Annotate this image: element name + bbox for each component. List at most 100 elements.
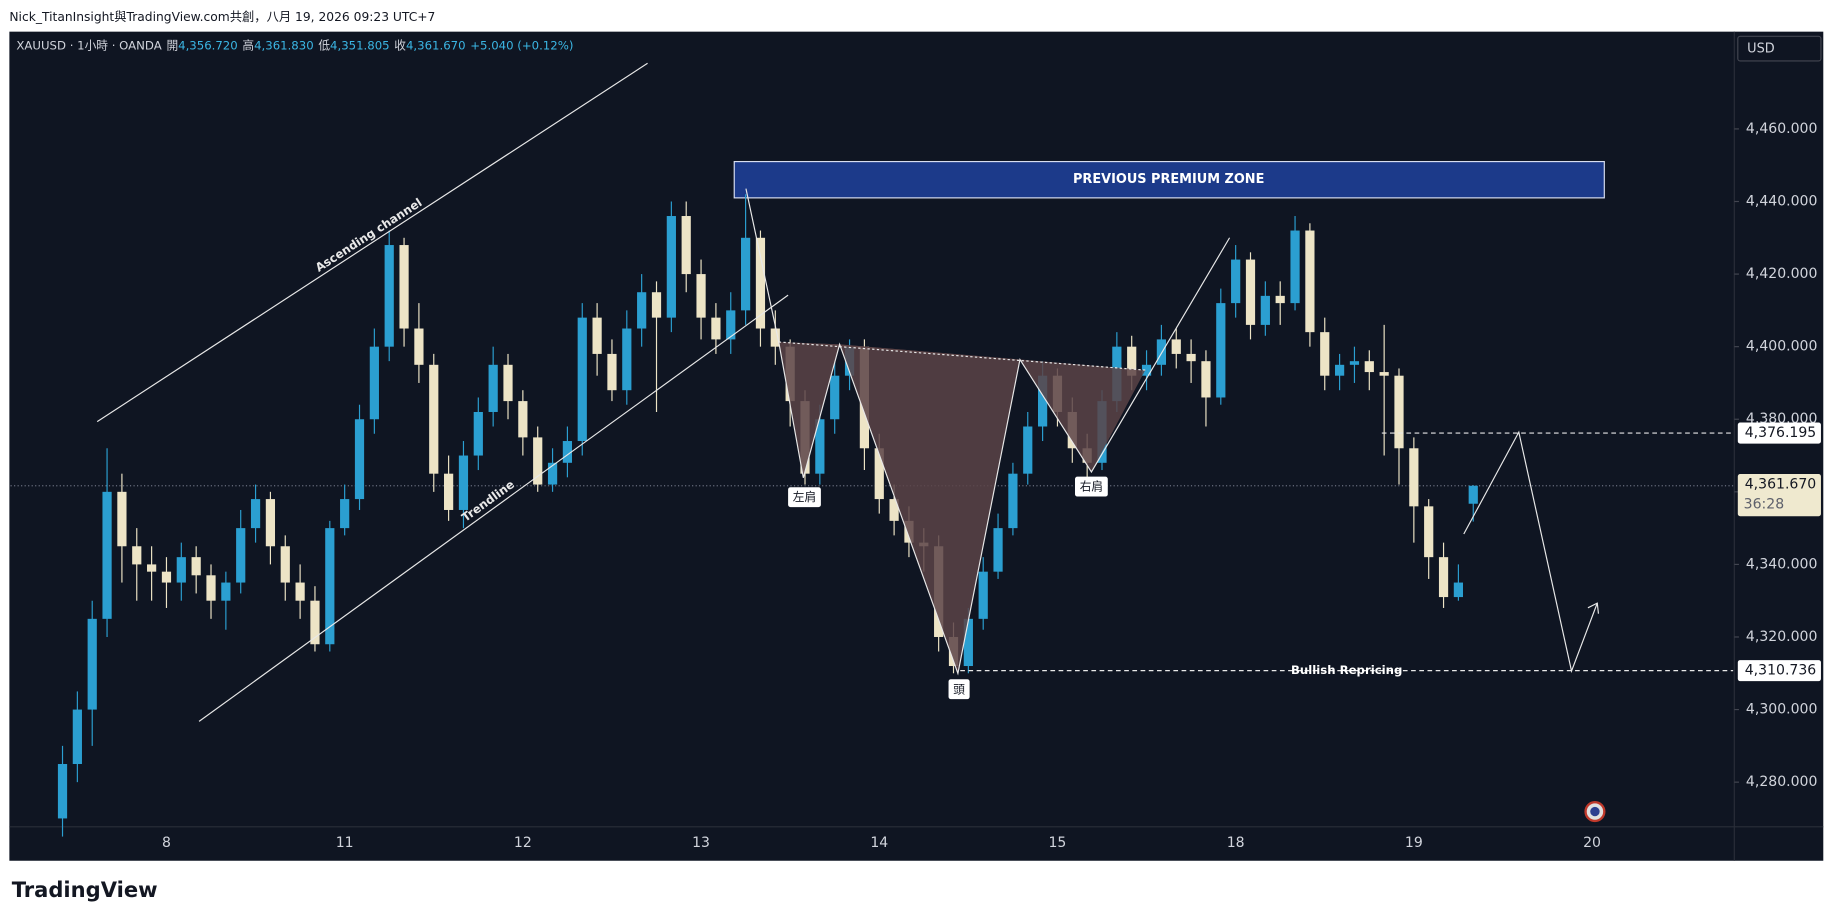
candle-body [889, 499, 899, 521]
projection [1463, 430, 1598, 674]
drawings [96, 62, 1600, 722]
brand-logo[interactable]: TradingView [12, 877, 158, 902]
candle-body [1409, 448, 1419, 507]
neckline [778, 341, 1146, 371]
shoulder-fill [1019, 359, 1146, 472]
channel-line [96, 62, 648, 423]
ohlc-name: 開 [166, 38, 178, 52]
trend-line [198, 294, 789, 722]
candle-body [681, 216, 691, 275]
x-tick-label: 13 [692, 835, 710, 851]
zone-label: PREVIOUS PREMIUM ZONE [1073, 172, 1264, 187]
candle-body [755, 237, 766, 329]
candle-body [1424, 506, 1434, 558]
legend: XAUUSD · 1小時 · OANDA 開4,356.720 高4,361.830… [16, 38, 573, 52]
candle-body [651, 292, 662, 318]
candle-body [1171, 339, 1181, 354]
x-tick-label: 12 [514, 835, 532, 851]
y-tick-label: 4,420.000 [1746, 266, 1818, 282]
currency-box[interactable] [1737, 35, 1822, 62]
candle-body [399, 245, 409, 329]
candle-body [503, 364, 513, 402]
candle-body [57, 764, 68, 819]
label-box [1075, 476, 1108, 497]
candle-body [1023, 426, 1033, 474]
candle-body [354, 419, 365, 500]
candle-body [830, 375, 840, 420]
candle-body [562, 441, 573, 463]
candle-body [533, 437, 543, 485]
candle-body [963, 618, 973, 667]
x-tick-label: 15 [1049, 835, 1067, 851]
candle-body [815, 419, 825, 474]
candle-body [429, 364, 439, 474]
candle-body [770, 328, 780, 347]
last-price-label: 4,361.670 [1745, 477, 1817, 493]
candle-body [577, 317, 587, 442]
candle-body [117, 491, 127, 547]
candle-body [1334, 364, 1345, 376]
ohlc-value: 4,356.720 [178, 38, 238, 52]
premium-zone [733, 160, 1605, 199]
candle-body [1216, 303, 1226, 398]
price-tag [1737, 660, 1821, 682]
right-shoulder: 右肩 [1080, 480, 1103, 494]
candle-body [622, 328, 632, 391]
candle-body [696, 274, 706, 318]
candle-body [325, 528, 335, 645]
x-tick-label: 19 [1405, 835, 1423, 851]
shoulder-fill [778, 341, 840, 478]
ohlc-name: 高 [242, 38, 254, 52]
candle-body [473, 411, 483, 456]
candle-body [221, 582, 231, 601]
label-box [788, 487, 821, 508]
candle-body [147, 564, 157, 572]
x-tick-label: 11 [336, 835, 354, 851]
candle-body [1349, 361, 1360, 365]
ohlc-value: 4,361.670 [406, 38, 466, 52]
candle-body [236, 528, 246, 583]
candle-body [1127, 346, 1137, 376]
label-box [948, 679, 970, 700]
event-flag-inner [1590, 806, 1600, 817]
price-tag-label: 4,376.195 [1745, 425, 1817, 441]
candle-body [978, 571, 988, 619]
candle-body [1290, 230, 1300, 304]
candle-body [340, 499, 350, 529]
pattern-line [745, 188, 1231, 676]
y-tick-label: 4,300.000 [1746, 702, 1818, 718]
candle-body [414, 328, 424, 365]
price-line-annotation: Bullish Repricing [1291, 663, 1402, 677]
price-tag-label: 4,310.736 [1745, 663, 1817, 679]
candle-body [1245, 259, 1256, 325]
candle-body [295, 582, 305, 601]
candle-body [1468, 485, 1478, 504]
last-price-tag [1737, 474, 1821, 517]
ohlc-name: 低 [318, 38, 330, 52]
candle-body [711, 317, 721, 340]
candle-body [1379, 372, 1389, 376]
candle-body [310, 600, 320, 645]
y-tick-label: 4,320.000 [1746, 629, 1818, 645]
candle-body [666, 216, 676, 318]
candle-body [1394, 375, 1404, 449]
candle-body [132, 546, 142, 565]
y-tick-label: 4,280.000 [1746, 774, 1818, 790]
candle-body [280, 546, 290, 583]
candle-body [102, 491, 112, 619]
candle-body [1364, 361, 1374, 373]
candle-body [518, 401, 528, 438]
y-tick-label: 4,340.000 [1746, 556, 1818, 572]
countdown: 36:28 [1744, 497, 1784, 513]
ohlc-value: 4,351.805 [330, 38, 390, 52]
head-fill [839, 344, 1020, 674]
x-tick-label: 18 [1227, 835, 1245, 851]
head-label: 頭 [953, 682, 965, 696]
candle-body [444, 473, 454, 510]
candle-body [993, 528, 1003, 572]
ohlc-value: 4,361.830 [254, 38, 314, 52]
candle-body [265, 499, 276, 547]
candle-body [191, 557, 201, 576]
candle-body [72, 709, 82, 765]
